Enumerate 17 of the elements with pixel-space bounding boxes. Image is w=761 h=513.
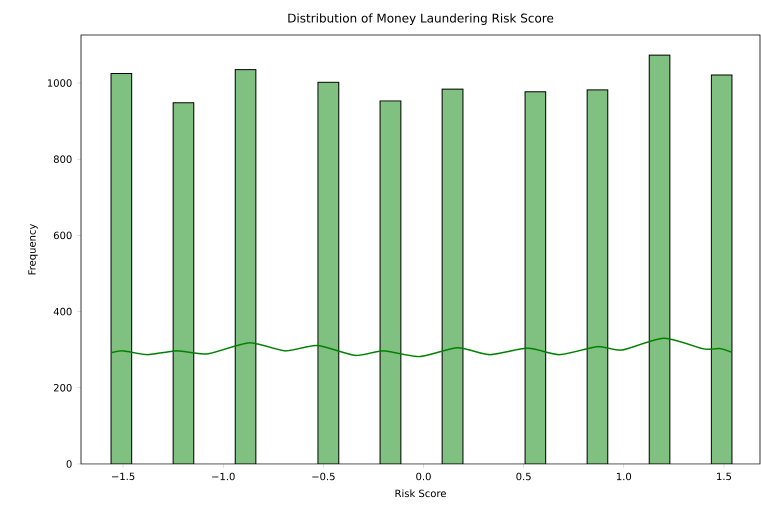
x-tick-label: 1.0 [616, 472, 632, 480]
y-tick-label: 200 [54, 384, 72, 392]
line-series [110, 338, 733, 358]
y-tick-label: 800 [54, 155, 72, 163]
x-tick-label: −0.5 [312, 472, 335, 480]
y-tick-label: 600 [54, 232, 72, 240]
x-tick-label: −1.0 [212, 472, 235, 480]
y-axis-title: Frequency [28, 224, 38, 274]
y-tick-label: 400 [54, 308, 72, 316]
x-tick-label: 0.0 [416, 472, 431, 480]
x-tick-label: −1.5 [112, 472, 134, 480]
x-tick-label: 0.5 [516, 472, 531, 480]
x-axis-title: Risk Score [396, 489, 446, 498]
chart-title: Distribution of Money Laundering Risk Score [288, 13, 554, 25]
y-tick-label: 0 [66, 460, 72, 468]
y-tick-label: 1000 [48, 79, 72, 87]
x-tick-label: 1.5 [717, 472, 732, 480]
